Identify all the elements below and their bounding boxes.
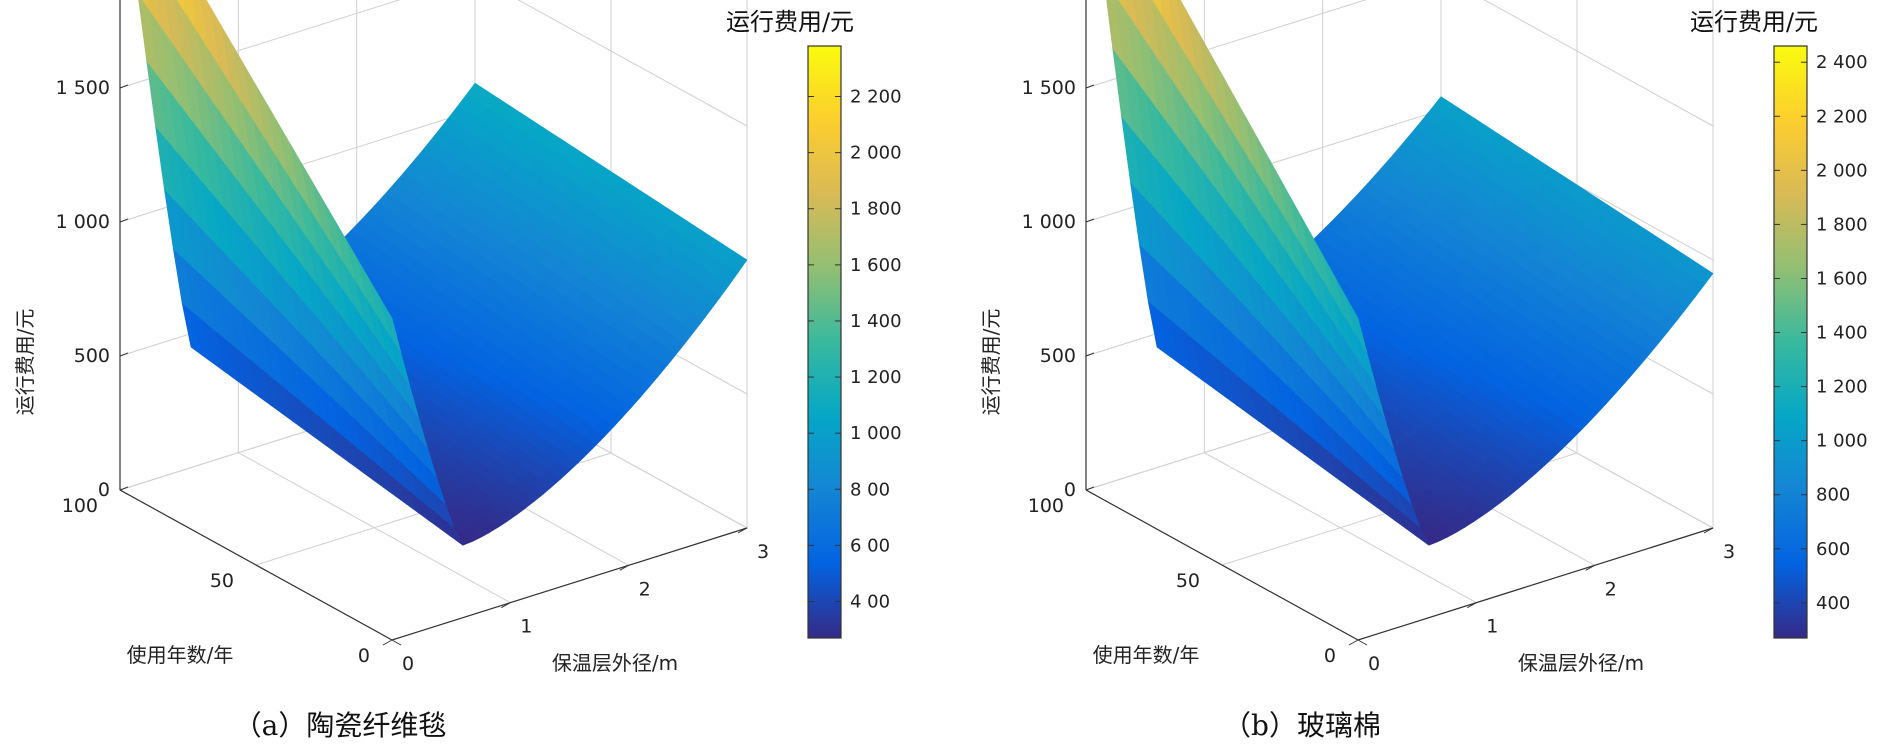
panel-b-gridline-y xyxy=(1221,0,1578,566)
panel-b-colorbar-title: 运行费用/元 xyxy=(1690,8,1818,36)
panel-b-colorbar-tick-label: 2 000 xyxy=(1816,160,1868,181)
panel-a-x-tick xyxy=(382,639,393,646)
panel-b-colorbar-tick-label: 800 xyxy=(1816,485,1850,506)
panel-a-z-tick xyxy=(119,218,129,223)
panel-a-colorbar-tick-label: 6 00 xyxy=(850,535,890,556)
panel-a-colorbar-tick-label: 2 200 xyxy=(850,87,902,108)
panel-b-colorbar-tick-label: 1 000 xyxy=(1816,431,1868,452)
panel-a-x-tick xyxy=(619,564,629,571)
panel-a-x-axis xyxy=(391,527,748,641)
panel-b-colorbar: 运行费用/元 400 600 800 1 000 1 200 1 400 1 600 1 80… xyxy=(1690,8,1868,639)
panel-a-z-tick xyxy=(119,352,129,357)
panel-b-z-tick-label: 1 000 xyxy=(1022,211,1076,233)
panel-a-y-tick xyxy=(391,639,402,646)
panel-b-y-tick-label: 0 xyxy=(1324,645,1336,667)
panel-b-z-tick xyxy=(1085,218,1095,223)
panel-b-x-tick-label: 1 xyxy=(1486,616,1498,638)
panel-b-colorbar-tick-label: 1 200 xyxy=(1816,377,1868,398)
panel-a-y-tick xyxy=(255,564,266,571)
panel-a-xlabel: 保温层外径/m xyxy=(552,651,678,675)
panel-a-z-tick xyxy=(119,84,129,89)
panel-b-x-tick xyxy=(1467,602,1477,609)
panel-a-gridline-y xyxy=(255,0,612,566)
panel-b-z-tick-label: 500 xyxy=(1040,345,1076,367)
panel-a-surface xyxy=(138,0,748,546)
panel-a-y-tick-label: 50 xyxy=(210,570,234,592)
panel-b-colorbar-tick-label: 1 400 xyxy=(1816,323,1868,344)
panel-b-x-tick xyxy=(1585,564,1595,571)
panel-b-colorbar-tick-label: 2 400 xyxy=(1816,52,1868,73)
panel-b-z-tick-label: 0 xyxy=(1064,479,1076,501)
panel-a-caption: （a）陶瓷纤维毯 xyxy=(234,709,447,742)
panel-a-z-tick-label: 500 xyxy=(74,345,110,367)
panel-b-colorbar-tick-label: 2 200 xyxy=(1816,106,1868,127)
panel-b-ylabel: 使用年数/年 xyxy=(1093,643,1200,667)
panel-a-ylabel: 使用年数/年 xyxy=(127,643,234,667)
panel-a-z-tick-label: 0 xyxy=(98,479,110,501)
panel-b-z-tick xyxy=(1085,486,1095,491)
panel-a-colorbar-tick-label: 1 600 xyxy=(850,255,902,276)
panel-b-zlabel: 运行费用/元 xyxy=(979,309,1003,416)
panel-a-x-tick xyxy=(737,527,748,534)
panel-b-y-tick xyxy=(1221,564,1232,571)
panel-b-surface-patch xyxy=(1346,297,1368,353)
panel-b-colorbar-ticks: 400 600 800 1 000 1 200 1 400 1 600 1 800 2 000 2… xyxy=(1774,52,1868,614)
panel-b-colorbar-tick-label: 1 800 xyxy=(1816,214,1868,235)
panel-b-surface-patch xyxy=(1118,0,1127,12)
panel-b-z-tick xyxy=(1085,352,1095,357)
panel-a-colorbar-bar xyxy=(807,45,842,639)
panel-a-zlabel: 运行费用/元 xyxy=(13,309,37,416)
panel-a-surface-patch xyxy=(142,0,150,10)
panel-a-surface-patch xyxy=(177,0,186,13)
panel-b-x-axis xyxy=(1357,527,1714,641)
panel-a-colorbar-tick-label: 1 400 xyxy=(850,311,902,332)
panel-a-z-tick-label: 1 500 xyxy=(56,77,110,99)
panel-b-x-tick-label: 0 xyxy=(1368,653,1380,675)
panel-a-x-tick-label: 3 xyxy=(757,541,769,563)
panel-b-x-tick xyxy=(1703,527,1714,534)
panel-a-x-tick-label: 1 xyxy=(520,616,532,638)
panel-b-colorbar-bar xyxy=(1773,45,1808,639)
panel-a-x-tick xyxy=(501,602,511,609)
panel-a-colorbar-tick-label: 1 000 xyxy=(850,423,902,444)
panel-a-colorbar-tick-label: 2 000 xyxy=(850,143,902,164)
panel-a-colorbar-title: 运行费用/元 xyxy=(726,8,854,36)
panel-b-y-tick-label: 100 xyxy=(1028,495,1064,517)
panel-b-surface-patch xyxy=(1152,0,1164,17)
panel-a-colorbar-tick-label: 8 00 xyxy=(850,479,890,500)
panel-a-z-tick-label: 1 000 xyxy=(56,211,110,233)
panel-b-x-tick-label: 2 xyxy=(1605,578,1617,600)
panel-a-x-tick-label: 2 xyxy=(639,578,651,600)
panel-a-colorbar-tick-label: 4 00 xyxy=(850,592,890,613)
panel-a-y-tick-label: 100 xyxy=(62,495,98,517)
panel-b-caption: （b）玻璃棉 xyxy=(1223,709,1381,742)
panel-b-colorbar-tick-label: 600 xyxy=(1816,539,1850,560)
panel-b-colorbar-tick-label: 400 xyxy=(1816,593,1850,614)
panel-a-y-tick xyxy=(119,489,130,496)
panel-b-x-tick-label: 3 xyxy=(1723,541,1735,563)
panel-a-x-tick-label: 0 xyxy=(402,653,414,675)
panel-b-surface xyxy=(1106,0,1714,546)
panel-a-colorbar: 运行费用/元 4 00 6 00 8 00 1 000 1 200 1 400 1 600 1… xyxy=(726,8,902,639)
panel-a-surface-patch xyxy=(380,298,402,353)
panel-b-xlabel: 保温层外径/m xyxy=(1518,651,1644,675)
panel-a-z-tick xyxy=(119,486,129,491)
panel-b-z-tick-label: 1 500 xyxy=(1022,77,1076,99)
panel-b-y-tick-label: 50 xyxy=(1176,570,1200,592)
panel-b-x-tick xyxy=(1348,639,1359,646)
panel-a-y-tick-label: 0 xyxy=(358,645,370,667)
panel-b-colorbar-tick-label: 1 600 xyxy=(1816,268,1868,289)
panel-b-y-tick xyxy=(1357,639,1368,646)
panel-b-z-tick xyxy=(1085,84,1095,89)
panel-a-colorbar-ticks: 4 00 6 00 8 00 1 000 1 200 1 400 1 600 1 800 2 0… xyxy=(808,87,902,613)
panel-a-colorbar-tick-label: 1 200 xyxy=(850,367,902,388)
panel-b-y-tick xyxy=(1085,489,1096,496)
panel-a-colorbar-tick-label: 1 800 xyxy=(850,199,902,220)
